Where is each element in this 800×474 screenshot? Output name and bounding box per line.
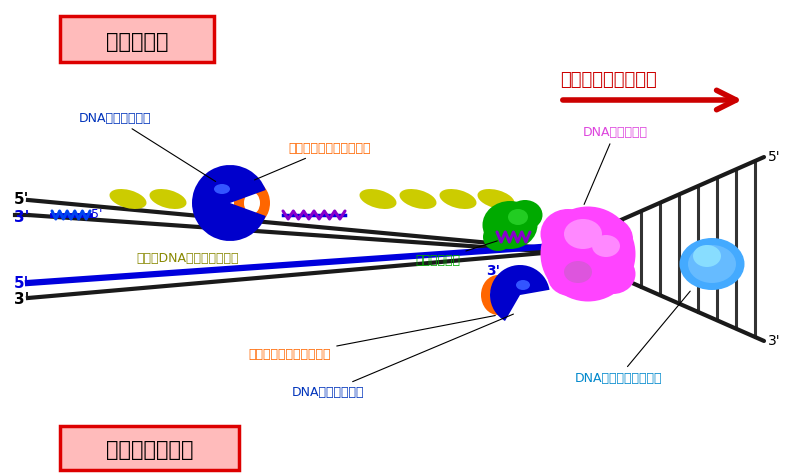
Ellipse shape [439, 189, 477, 209]
Text: プライマーゼ: プライマーゼ [415, 241, 498, 266]
Ellipse shape [214, 184, 230, 194]
Ellipse shape [490, 285, 506, 305]
Text: 3': 3' [486, 264, 500, 278]
Text: 一本鎖DNA結合タンパク質: 一本鎖DNA結合タンパク質 [137, 252, 239, 264]
Ellipse shape [688, 245, 736, 283]
Ellipse shape [541, 209, 595, 259]
Text: 3': 3' [768, 334, 781, 348]
FancyBboxPatch shape [60, 426, 239, 470]
Ellipse shape [359, 189, 397, 209]
Ellipse shape [541, 207, 635, 301]
Ellipse shape [564, 219, 602, 249]
Ellipse shape [234, 181, 270, 225]
Text: 複製フォークの進行: 複製フォークの進行 [560, 71, 657, 89]
Ellipse shape [583, 217, 633, 262]
Ellipse shape [481, 275, 515, 315]
Text: 5': 5' [14, 275, 30, 291]
Wedge shape [192, 165, 266, 241]
Text: 5': 5' [768, 150, 781, 164]
Text: DNAポリメラーゼ: DNAポリメラーゼ [292, 314, 514, 399]
Text: DNAトポイソメラーゼ: DNAトポイソメラーゼ [574, 291, 690, 384]
Text: 5': 5' [91, 209, 102, 221]
Text: 5': 5' [14, 192, 30, 208]
Text: 3': 3' [14, 210, 30, 225]
Ellipse shape [478, 189, 514, 209]
Ellipse shape [508, 209, 528, 225]
Ellipse shape [679, 238, 745, 290]
Text: DNAヘリカーゼ: DNAヘリカーゼ [582, 126, 647, 204]
Ellipse shape [507, 200, 542, 230]
Ellipse shape [150, 189, 186, 209]
Ellipse shape [110, 189, 146, 209]
Text: ラギング鎖: ラギング鎖 [106, 32, 168, 52]
Ellipse shape [399, 189, 437, 209]
Ellipse shape [516, 280, 530, 290]
Ellipse shape [547, 256, 593, 296]
Text: DNAポリメラーゼ: DNAポリメラーゼ [78, 111, 216, 182]
Text: スライディングクランプ: スライディングクランプ [249, 316, 495, 362]
Ellipse shape [590, 254, 635, 294]
Text: 3': 3' [14, 292, 30, 308]
FancyBboxPatch shape [60, 16, 214, 62]
Ellipse shape [592, 235, 620, 257]
Ellipse shape [482, 201, 538, 249]
Wedge shape [490, 265, 550, 321]
Ellipse shape [244, 192, 260, 214]
Text: リーディング鎖: リーディング鎖 [106, 440, 194, 460]
Text: スライディングクランプ: スライディングクランプ [254, 142, 371, 180]
Ellipse shape [693, 245, 721, 267]
Ellipse shape [564, 261, 592, 283]
Ellipse shape [483, 223, 513, 251]
